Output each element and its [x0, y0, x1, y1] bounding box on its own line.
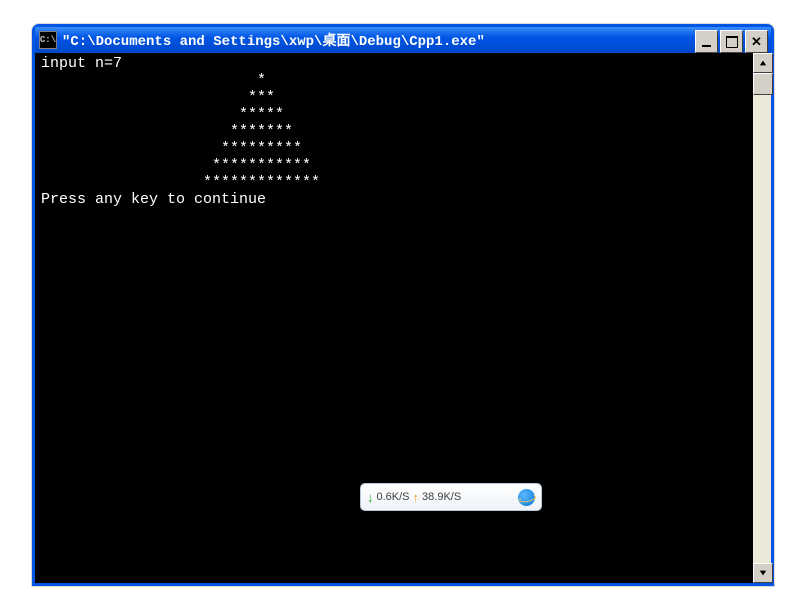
chevron-down-icon — [759, 569, 767, 577]
ie-icon[interactable] — [518, 489, 535, 506]
minimize-button[interactable] — [695, 30, 718, 53]
download-arrow-icon: ↓ — [367, 490, 374, 505]
window-title: "C:\Documents and Settings\xwp\桌面\Debug\… — [62, 30, 485, 50]
maximize-button[interactable] — [720, 30, 743, 53]
vertical-scrollbar — [753, 53, 771, 583]
network-speed-widget[interactable]: ↓ 0.6K/S ↑ 38.9K/S — [360, 483, 542, 511]
upload-speed: 38.9K/S — [422, 491, 461, 503]
chevron-up-icon — [759, 59, 767, 67]
scroll-track[interactable] — [753, 73, 771, 563]
title-bar[interactable]: C:\ "C:\Documents and Settings\xwp\桌面\De… — [35, 27, 771, 53]
scroll-down-button[interactable] — [753, 563, 773, 583]
upload-arrow-icon: ↑ — [413, 490, 420, 505]
app-icon[interactable]: C:\ — [39, 31, 57, 49]
window-controls: ✕ — [695, 30, 768, 53]
scroll-up-button[interactable] — [753, 53, 773, 73]
console-output: input n=7 * *** ***** ******* ********* … — [41, 55, 747, 208]
scroll-thumb[interactable] — [753, 73, 773, 95]
close-button[interactable]: ✕ — [745, 30, 768, 53]
download-speed: 0.6K/S — [377, 491, 410, 503]
